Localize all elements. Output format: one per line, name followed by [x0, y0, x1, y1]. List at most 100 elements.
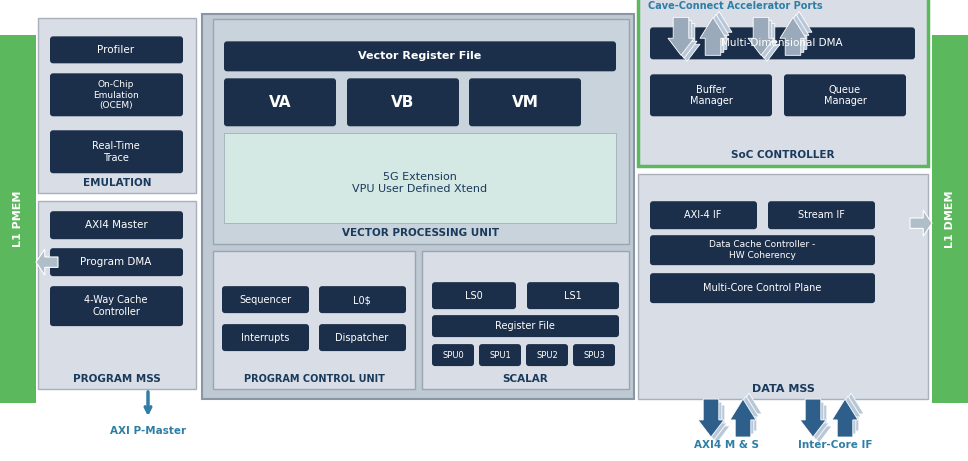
Polygon shape: [668, 18, 694, 55]
Text: L1 PMEM: L1 PMEM: [13, 191, 23, 248]
Polygon shape: [800, 399, 826, 437]
Polygon shape: [835, 396, 861, 434]
FancyBboxPatch shape: [222, 286, 309, 313]
Bar: [38, 18, 196, 193]
Text: Multi-Core Control Plane: Multi-Core Control Plane: [703, 283, 821, 293]
Text: SCALAR: SCALAR: [502, 374, 548, 384]
Polygon shape: [803, 402, 829, 440]
Polygon shape: [783, 14, 809, 53]
Bar: [213, 251, 415, 389]
FancyBboxPatch shape: [526, 344, 568, 366]
FancyBboxPatch shape: [50, 211, 183, 239]
Bar: [38, 201, 196, 389]
Text: AXI4 M & S: AXI4 M & S: [693, 440, 759, 450]
FancyBboxPatch shape: [347, 78, 459, 126]
Text: Profiler: Profiler: [98, 45, 135, 55]
Text: Data Cache Controller -
HW Coherency: Data Cache Controller - HW Coherency: [709, 241, 815, 260]
Polygon shape: [736, 393, 762, 431]
Text: SPU2: SPU2: [536, 350, 558, 360]
Text: AXI-4 IF: AXI-4 IF: [684, 210, 722, 220]
Text: L1 DMEM: L1 DMEM: [945, 190, 955, 248]
Text: Queue
Manager: Queue Manager: [824, 84, 866, 106]
FancyBboxPatch shape: [319, 286, 406, 313]
Text: DATA MSS: DATA MSS: [751, 384, 814, 394]
Bar: [202, 14, 634, 399]
Text: AXI P-Master: AXI P-Master: [110, 426, 186, 436]
Bar: [213, 19, 629, 244]
FancyBboxPatch shape: [784, 74, 906, 116]
Text: SPU3: SPU3: [583, 350, 605, 360]
Text: VB: VB: [391, 95, 414, 110]
Polygon shape: [701, 402, 727, 440]
FancyBboxPatch shape: [50, 130, 183, 173]
FancyBboxPatch shape: [650, 273, 875, 303]
FancyBboxPatch shape: [50, 36, 183, 63]
FancyBboxPatch shape: [222, 324, 309, 351]
Polygon shape: [832, 399, 858, 437]
Text: Cave-Connect Accelerator Ports: Cave-Connect Accelerator Ports: [648, 1, 822, 12]
Text: VA: VA: [269, 95, 291, 110]
Polygon shape: [36, 249, 58, 275]
Bar: [0, 35, 36, 403]
FancyBboxPatch shape: [224, 41, 616, 71]
Text: Program DMA: Program DMA: [80, 257, 152, 267]
Polygon shape: [698, 399, 724, 437]
Polygon shape: [700, 18, 726, 55]
Polygon shape: [780, 18, 806, 55]
Polygon shape: [733, 396, 759, 434]
Text: SPU0: SPU0: [442, 350, 464, 360]
Bar: [638, 174, 928, 399]
FancyBboxPatch shape: [50, 73, 183, 116]
Text: Vector Register File: Vector Register File: [358, 51, 482, 61]
Text: 4-Way Cache
Controller: 4-Way Cache Controller: [84, 296, 148, 317]
FancyBboxPatch shape: [650, 27, 915, 59]
FancyBboxPatch shape: [432, 315, 619, 337]
Text: Register File: Register File: [495, 321, 555, 331]
Text: SoC CONTROLLER: SoC CONTROLLER: [731, 150, 834, 160]
Text: Stream IF: Stream IF: [798, 210, 844, 220]
FancyBboxPatch shape: [224, 78, 336, 126]
FancyBboxPatch shape: [50, 248, 183, 276]
Polygon shape: [838, 393, 864, 431]
Text: VECTOR PROCESSING UNIT: VECTOR PROCESSING UNIT: [343, 228, 499, 238]
Polygon shape: [806, 405, 832, 443]
Bar: [932, 35, 968, 403]
Text: PROGRAM CONTROL UNIT: PROGRAM CONTROL UNIT: [244, 374, 384, 384]
Polygon shape: [703, 14, 729, 53]
Text: LS0: LS0: [466, 291, 483, 301]
FancyBboxPatch shape: [469, 78, 581, 126]
Text: EMULATION: EMULATION: [82, 178, 151, 188]
Text: PROGRAM MSS: PROGRAM MSS: [74, 374, 161, 384]
Text: AXI4 Master: AXI4 Master: [84, 220, 147, 230]
Text: On-Chip
Emulation
(OCEM): On-Chip Emulation (OCEM): [93, 80, 138, 110]
Polygon shape: [706, 12, 732, 49]
FancyBboxPatch shape: [768, 201, 875, 229]
Text: Real-Time
Trace: Real-Time Trace: [92, 142, 139, 163]
FancyBboxPatch shape: [650, 201, 757, 229]
Polygon shape: [730, 399, 756, 437]
Polygon shape: [910, 210, 932, 236]
Polygon shape: [671, 20, 697, 59]
FancyBboxPatch shape: [432, 344, 474, 366]
Polygon shape: [748, 18, 774, 55]
Bar: [422, 251, 629, 389]
Polygon shape: [674, 24, 700, 61]
Text: Inter-Core IF: Inter-Core IF: [798, 440, 872, 450]
Text: Buffer
Manager: Buffer Manager: [689, 84, 733, 106]
Polygon shape: [704, 405, 730, 443]
FancyBboxPatch shape: [650, 235, 875, 265]
Text: L0$: L0$: [353, 295, 371, 305]
Text: 5G Extension
VPU User Defined Xtend: 5G Extension VPU User Defined Xtend: [352, 172, 488, 194]
Text: Dispatcher: Dispatcher: [335, 333, 388, 343]
FancyBboxPatch shape: [650, 74, 772, 116]
FancyBboxPatch shape: [319, 324, 406, 351]
Text: LS1: LS1: [564, 291, 582, 301]
Text: Multi-Dimensional DMA: Multi-Dimensional DMA: [721, 38, 843, 48]
Polygon shape: [754, 24, 780, 61]
Text: VM: VM: [511, 95, 538, 110]
FancyBboxPatch shape: [527, 282, 619, 309]
FancyBboxPatch shape: [432, 282, 516, 309]
Text: Interrupts: Interrupts: [241, 333, 289, 343]
Polygon shape: [786, 12, 812, 49]
Text: Sequencer: Sequencer: [239, 295, 291, 305]
